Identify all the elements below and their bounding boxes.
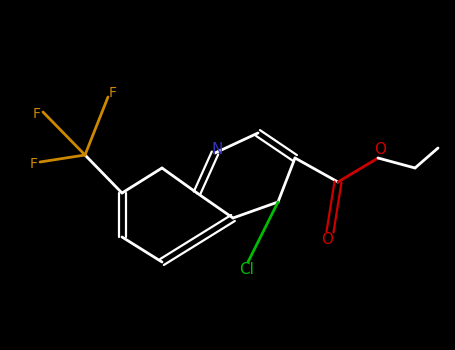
- Text: O: O: [374, 142, 386, 158]
- Text: F: F: [33, 107, 41, 121]
- Text: N: N: [211, 142, 222, 158]
- Text: F: F: [30, 157, 38, 171]
- Text: Cl: Cl: [240, 262, 254, 278]
- Text: O: O: [321, 232, 333, 247]
- Text: F: F: [109, 86, 117, 100]
